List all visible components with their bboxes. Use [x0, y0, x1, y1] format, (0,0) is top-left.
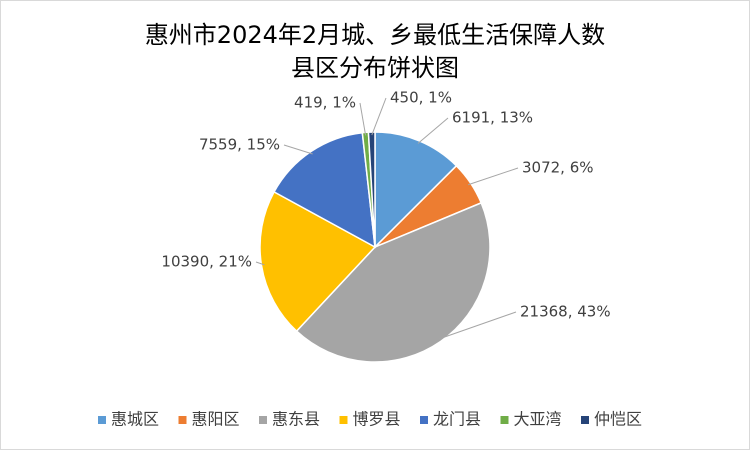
pie-slice [259, 190, 377, 333]
pie-slice [295, 201, 491, 363]
data-label: 6191, 13% [452, 109, 533, 127]
data-label: 7559, 15% [199, 136, 280, 154]
chart-title: 县区分布饼状图 [291, 54, 459, 82]
leader-line [438, 311, 517, 340]
leader-line [417, 117, 449, 144]
legend-swatch [420, 416, 428, 424]
data-label: 10390, 21% [161, 253, 252, 271]
legend-label: 仲恺区 [594, 410, 642, 429]
data-label: 419, 1% [294, 94, 356, 112]
legend-swatch [98, 416, 106, 424]
leader-line [255, 261, 265, 266]
legend-label: 惠阳区 [192, 410, 240, 429]
legend-label: 博罗县 [353, 410, 401, 429]
legend-swatch [500, 416, 509, 424]
legend-swatch [339, 416, 348, 424]
legend-swatch [581, 416, 589, 424]
legend-label: 龙门县 [433, 410, 481, 429]
data-label: 3072, 6% [522, 159, 594, 177]
chart-title: 惠州市2024年2月城、乡最低生活保障人数 [145, 21, 605, 49]
data-label: 21368, 43% [520, 303, 611, 321]
legend-swatch [259, 416, 267, 424]
leader-line [371, 97, 387, 136]
leader-line [283, 144, 313, 155]
pie-slice [374, 131, 458, 249]
legend-label: 惠城区 [111, 410, 159, 429]
data-label: 450, 1% [390, 89, 452, 107]
legend-swatch [178, 416, 187, 424]
leader-line [467, 167, 519, 186]
leader-line [359, 102, 367, 136]
pie-slice [367, 131, 376, 248]
pie-slice [273, 131, 376, 249]
legend-label: 大亚湾 [514, 410, 562, 429]
legend-label: 惠东县 [272, 410, 320, 429]
